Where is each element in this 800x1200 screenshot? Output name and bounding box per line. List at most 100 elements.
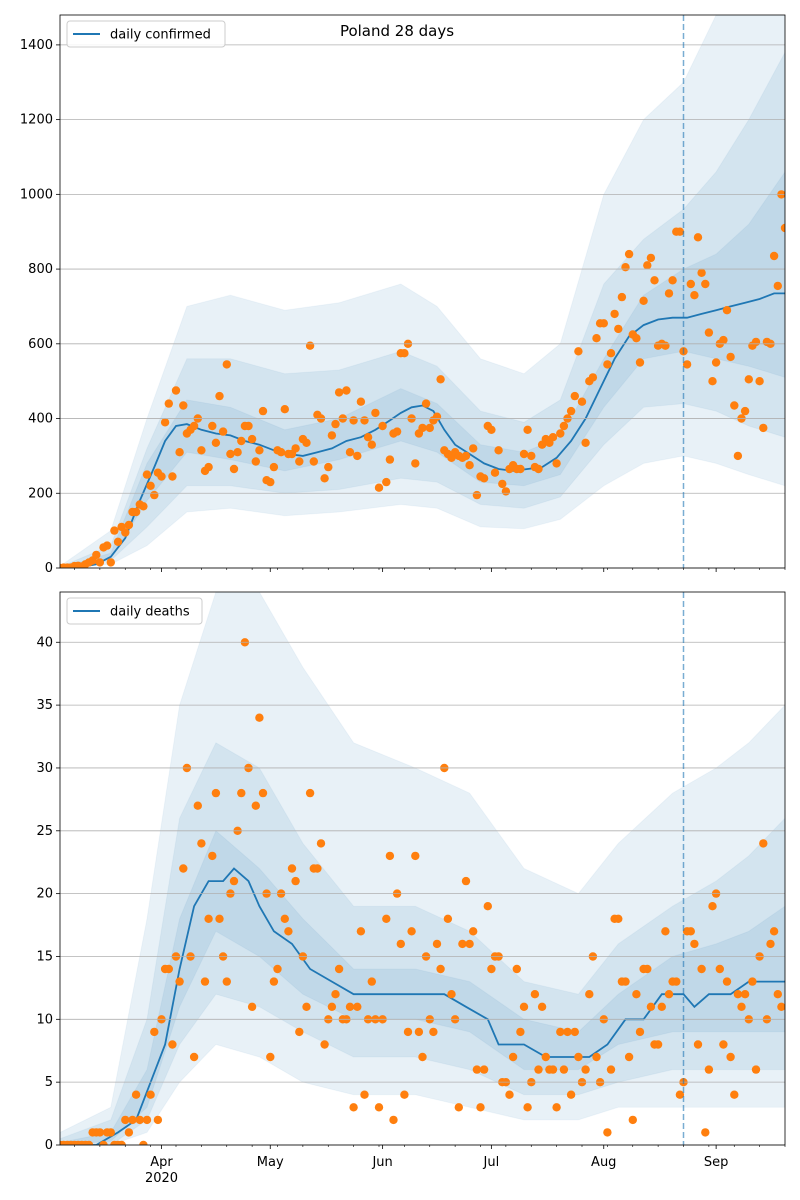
data-point xyxy=(117,1140,126,1145)
data-point xyxy=(766,939,775,949)
data-point xyxy=(139,502,148,511)
data-point xyxy=(175,448,184,457)
data-point xyxy=(719,1040,728,1049)
data-point xyxy=(664,289,674,298)
data-point xyxy=(269,462,279,472)
y-tick-label: 800 xyxy=(28,262,53,277)
data-point xyxy=(740,406,750,416)
data-point xyxy=(556,1027,565,1037)
data-point xyxy=(374,483,384,492)
data-point xyxy=(548,1065,558,1074)
y-tick-label: 25 xyxy=(36,824,53,839)
data-point xyxy=(632,334,641,343)
data-point xyxy=(708,902,717,911)
data-point xyxy=(179,401,188,410)
data-point xyxy=(124,520,134,530)
data-point xyxy=(280,914,289,923)
data-point xyxy=(552,459,561,468)
data-point xyxy=(519,449,529,459)
data-point xyxy=(360,416,369,425)
data-point xyxy=(327,1002,337,1011)
data-point xyxy=(690,291,699,300)
data-point xyxy=(548,433,558,442)
data-point xyxy=(218,427,228,436)
data-point xyxy=(737,1002,746,1011)
data-point xyxy=(385,455,395,464)
data-point xyxy=(411,459,420,468)
data-point xyxy=(722,977,732,986)
data-point xyxy=(146,1090,155,1099)
data-point xyxy=(650,276,659,285)
y-tick-label: 600 xyxy=(28,337,53,352)
data-point xyxy=(534,464,543,474)
data-point xyxy=(436,964,445,974)
axes-frame xyxy=(59,14,786,569)
x-tick-label: Aug xyxy=(591,1155,616,1170)
data-point xyxy=(287,864,297,873)
data-point xyxy=(215,914,224,923)
data-point xyxy=(121,528,130,537)
data-point xyxy=(701,279,710,289)
data-point xyxy=(403,1027,413,1037)
data-point xyxy=(247,434,257,444)
y-tick-label: 1400 xyxy=(20,38,53,53)
data-point xyxy=(719,335,728,345)
data-point xyxy=(722,306,732,315)
data-point xyxy=(577,397,587,406)
data-point xyxy=(527,451,536,461)
x-tick-sublabel: 2020 xyxy=(145,1171,178,1186)
data-point xyxy=(305,341,315,350)
data-point xyxy=(730,401,739,410)
data-point xyxy=(334,964,344,974)
data-point xyxy=(200,977,210,986)
data-point xyxy=(508,1052,518,1062)
data-point xyxy=(331,990,340,999)
data-point xyxy=(454,1103,463,1112)
data-point xyxy=(269,977,279,986)
data-point xyxy=(447,990,456,999)
x-tick-label: Jul xyxy=(483,1155,500,1170)
y-tick-label: 30 xyxy=(36,761,53,776)
data-point xyxy=(661,927,670,936)
data-point xyxy=(291,876,300,886)
y-tick-label: 5 xyxy=(45,1075,53,1090)
data-point xyxy=(487,964,496,974)
data-point xyxy=(189,421,199,431)
data-point xyxy=(153,1115,163,1125)
data-point xyxy=(95,558,105,567)
data-point xyxy=(171,386,181,395)
data-point xyxy=(664,990,674,999)
data-point xyxy=(95,1128,105,1137)
data-point xyxy=(773,281,782,291)
data-point xyxy=(197,446,206,455)
data-point xyxy=(512,964,521,974)
data-point xyxy=(693,1040,703,1049)
data-point xyxy=(334,388,344,397)
data-point xyxy=(751,1065,761,1074)
data-point xyxy=(396,939,405,949)
data-point xyxy=(255,446,264,455)
data-point xyxy=(769,927,779,936)
data-point xyxy=(309,457,318,466)
data-point xyxy=(751,337,761,347)
data-point xyxy=(392,427,402,436)
data-point xyxy=(411,851,420,861)
data-point xyxy=(237,788,246,798)
data-point xyxy=(142,470,152,479)
data-point xyxy=(657,1002,666,1011)
data-point xyxy=(92,550,101,560)
data-point xyxy=(465,939,474,949)
data-point xyxy=(374,1103,384,1112)
data-point xyxy=(349,416,358,425)
data-point xyxy=(324,462,333,472)
data-point xyxy=(624,1052,634,1062)
data-point xyxy=(179,864,188,873)
data-point xyxy=(295,457,304,466)
chart-title: Poland 28 days xyxy=(340,22,454,40)
data-point xyxy=(121,1115,130,1125)
data-point xyxy=(331,419,340,429)
data-point xyxy=(552,1103,561,1112)
data-point xyxy=(389,1115,398,1125)
data-point xyxy=(748,977,757,986)
data-point xyxy=(628,1115,637,1125)
